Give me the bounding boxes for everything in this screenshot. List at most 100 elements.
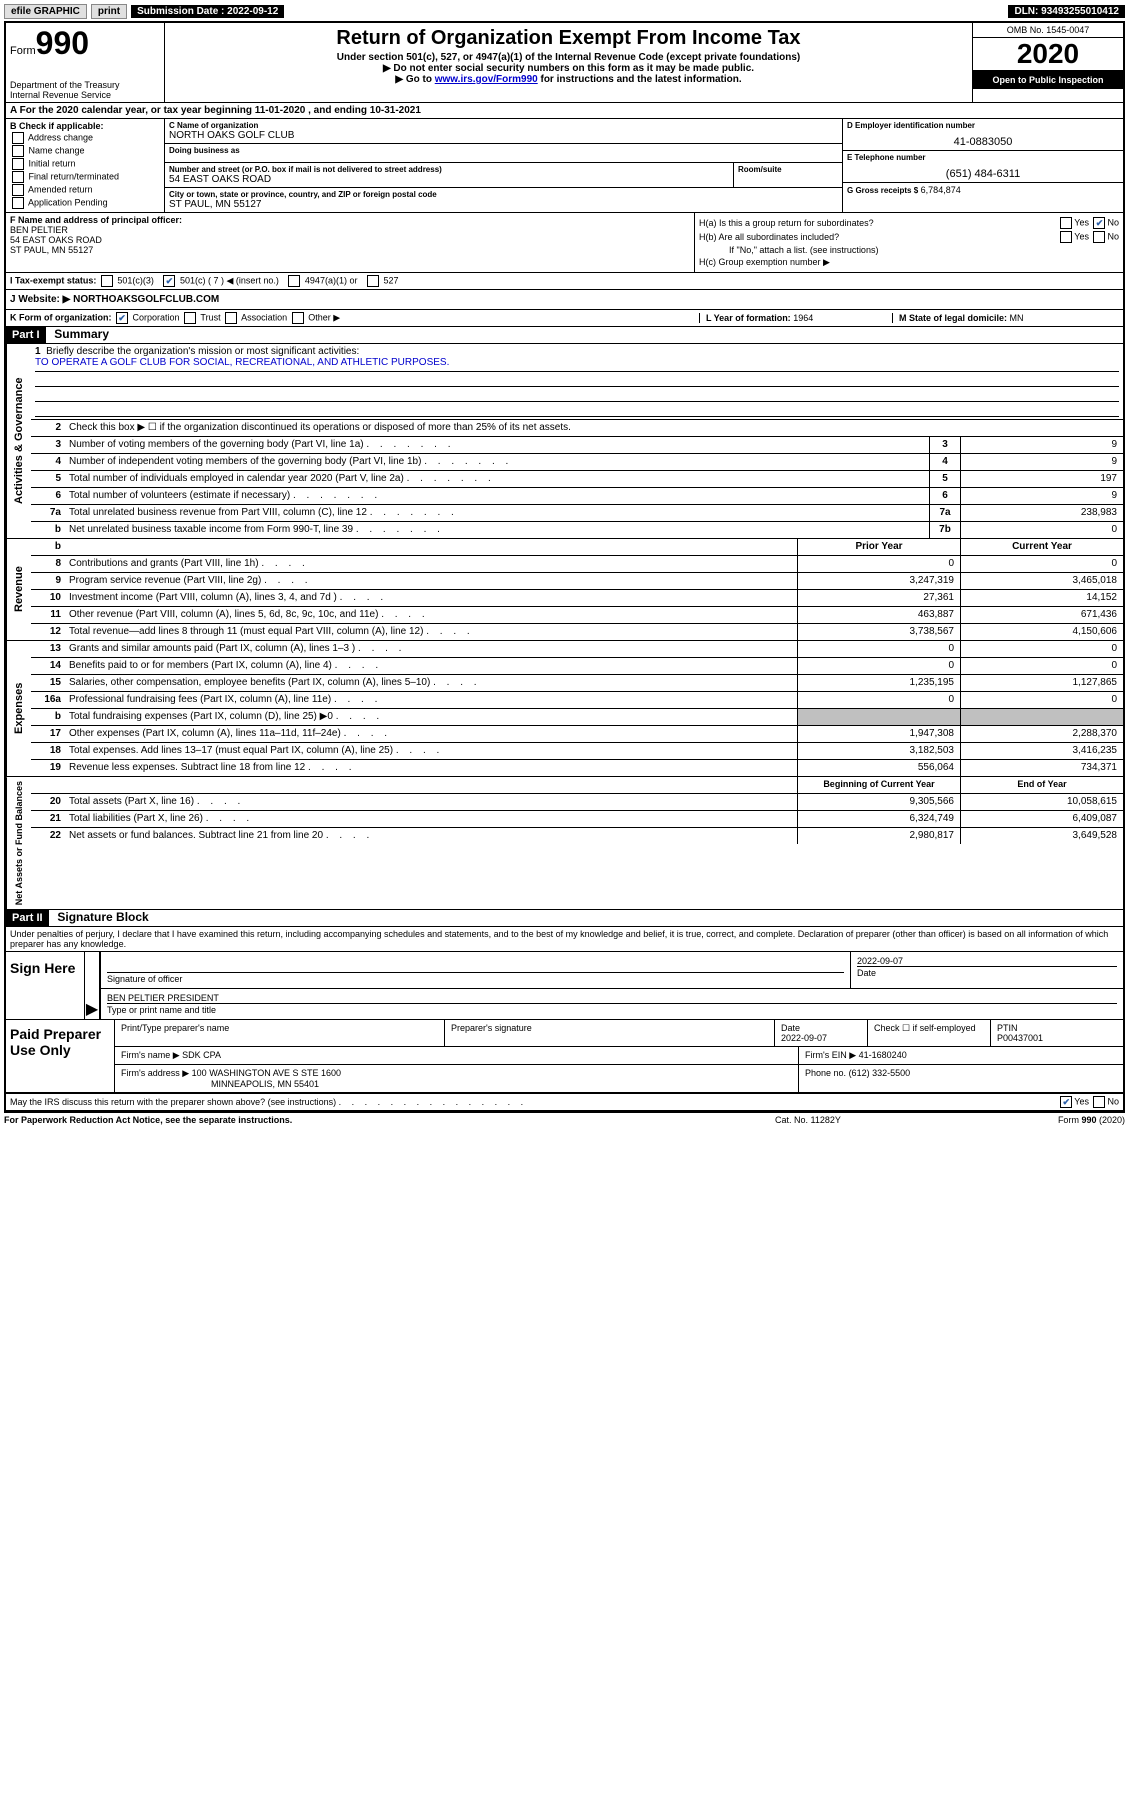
cb-final-return[interactable]: Final return/terminated [10,171,160,183]
discuss-yesno: Yes No [1058,1096,1119,1108]
4947-text: 4947(a)(1) or [305,275,358,285]
cb-amended[interactable]: Amended return [10,184,160,196]
col-d-ein: D Employer identification number 41-0883… [842,119,1123,212]
efile-button[interactable]: efile GRAPHIC [4,4,87,19]
sig-blank [107,956,844,972]
table-row: 7a Total unrelated business revenue from… [31,505,1123,522]
room-cell: Room/suite [734,163,842,187]
net-body: Beginning of Current Year End of Year 20… [31,777,1123,909]
j-label: J Website: ▶ [10,294,70,305]
prep-date-cell: Date 2022-09-07 [775,1020,868,1046]
assoc-text: Association [241,312,287,322]
irs-link[interactable]: www.irs.gov/Form990 [435,74,538,85]
cb-app-pending[interactable]: Application Pending [10,197,160,209]
form-subtitle: Under section 501(c), 527, or 4947(a)(1)… [171,52,966,63]
firm-name-label: Firm's name ▶ [121,1050,180,1060]
paid-row-1: Print/Type preparer's name Preparer's si… [115,1020,1123,1047]
ha-no[interactable] [1093,217,1105,229]
sig-name-value: BEN PELTIER PRESIDENT [107,993,1117,1003]
table-row: 15 Salaries, other compensation, employe… [31,675,1123,692]
field-city: City or town, state or province, country… [165,188,842,212]
sig-date-cell: 2022-09-07 Date [851,952,1123,988]
part-ii-badge: Part II [6,910,49,926]
open-inspection: Open to Public Inspection [973,71,1123,89]
sig-date-value: 2022-09-07 [857,956,1117,966]
corp-text: Corporation [133,312,180,322]
ein-value: 41-0883050 [847,136,1119,148]
firm-ein-value: 41-1680240 [859,1050,907,1060]
ptin-cell: PTIN P00437001 [991,1020,1123,1046]
section-net-assets: Net Assets or Fund Balances Beginning of… [6,777,1123,909]
discuss-yes[interactable] [1060,1096,1072,1108]
paid-preparer-table: Paid Preparer Use Only Print/Type prepar… [6,1020,1123,1094]
firm-addr-label: Firm's address ▶ [121,1068,189,1078]
city-label: City or town, state or province, country… [169,190,838,199]
501c-text: 501(c) ( 7 ) ◀ (insert no.) [180,275,279,285]
paid-label: Paid Preparer Use Only [6,1020,115,1092]
governance-body: 1 Briefly describe the organization's mi… [31,344,1123,538]
vtab-expenses: Expenses [6,641,31,776]
mission-text: TO OPERATE A GOLF CLUB FOR SOCIAL, RECRE… [35,357,1119,372]
cb-corp[interactable] [116,312,128,324]
declaration-text: Under penalties of perjury, I declare th… [6,927,1123,951]
field-phone: E Telephone number (651) 484-6311 [843,151,1123,183]
discuss-row: May the IRS discuss this return with the… [6,1094,1123,1111]
hb-no[interactable] [1093,231,1105,243]
print-button[interactable]: print [91,4,127,19]
discuss-text: May the IRS discuss this return with the… [10,1097,1058,1107]
ha-yes[interactable] [1060,217,1072,229]
cb-initial-return[interactable]: Initial return [10,158,160,170]
section-expenses: Expenses 13 Grants and similar amounts p… [6,641,1123,777]
col-current: Current Year [960,539,1123,555]
header-center: Return of Organization Exempt From Incom… [165,23,972,102]
omb-number: OMB No. 1545-0047 [973,23,1123,38]
cb-trust[interactable] [184,312,196,324]
cb-4947[interactable] [288,275,300,287]
cb-other[interactable] [292,312,304,324]
net-lines: 20 Total assets (Part X, line 16) . . . … [31,794,1123,844]
revenue-body: b Prior Year Current Year 8 Contribution… [31,539,1123,640]
mission-blank3 [35,402,1119,417]
header-left: Form990 Department of the Treasury Inter… [6,23,165,102]
vtab-net: Net Assets or Fund Balances [6,777,31,909]
table-row: 21 Total liabilities (Part X, line 26) .… [31,811,1123,828]
rev-lines: 8 Contributions and grants (Part VIII, l… [31,556,1123,640]
instruction-2: ▶ Go to www.irs.gov/Form990 for instruct… [171,74,966,85]
col-end: End of Year [960,777,1123,793]
city-value: ST PAUL, MN 55127 [169,199,838,210]
hb-yes[interactable] [1060,231,1072,243]
dept-treasury: Department of the Treasury Internal Reve… [10,80,160,100]
org-name-label: C Name of organization [169,121,838,130]
cb-assoc[interactable] [225,312,237,324]
top-bar: efile GRAPHIC print Submission Date : 20… [4,4,1125,19]
street-cell: Number and street (or P.O. box if mail i… [165,163,734,187]
cb-name-change[interactable]: Name change [10,145,160,157]
table-row: 18 Total expenses. Add lines 13–17 (must… [31,743,1123,760]
discuss-no[interactable] [1093,1096,1105,1108]
inst2-pre: ▶ Go to [395,74,434,85]
col-f-officer: F Name and address of principal officer:… [6,213,695,272]
part-i-header: Part I Summary [6,327,1123,344]
sign-right: Signature of officer 2022-09-07 Date BEN… [101,952,1123,1019]
table-row: 12 Total revenue—add lines 8 through 11 … [31,624,1123,640]
firm-name-value: SDK CPA [182,1050,221,1060]
tax-year: 2020 [973,38,1123,71]
cb-501c[interactable] [163,275,175,287]
501c3-text: 501(c)(3) [117,275,154,285]
row-i-tax-status: I Tax-exempt status: 501(c)(3) 501(c) ( … [6,273,1123,290]
cb-527[interactable] [367,275,379,287]
section-fh: F Name and address of principal officer:… [6,213,1123,273]
form-990: 990 [36,25,89,61]
net-header: Beginning of Current Year End of Year [31,777,1123,794]
sig-date-label: Date [857,966,1117,978]
cb-501c3[interactable] [101,275,113,287]
table-row: 16a Professional fundraising fees (Part … [31,692,1123,709]
row-j-website: J Website: ▶ NORTHOAKSGOLFCLUB.COM [6,290,1123,310]
cb-address-change[interactable]: Address change [10,132,160,144]
table-row: 9 Program service revenue (Part VIII, li… [31,573,1123,590]
k-left: K Form of organization: Corporation Trus… [10,312,693,324]
other-text: Other ▶ [308,312,340,322]
sig-officer-label: Signature of officer [107,972,844,984]
officer-addr1: 54 EAST OAKS ROAD [10,235,690,245]
ptin-value: P00437001 [997,1033,1117,1043]
